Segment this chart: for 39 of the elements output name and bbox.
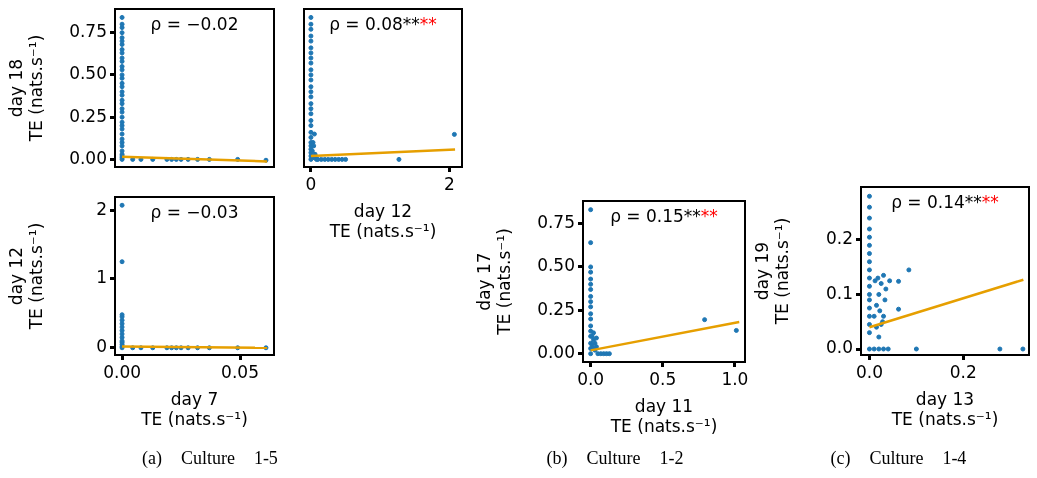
annotation: ρ = 0.14** [891, 191, 982, 212]
y-tick-label: 1 [96, 267, 107, 288]
y-axis-title: day 12 TE (nats.s⁻¹) [5, 222, 47, 331]
y-axis-title: day 17 TE (nats.s⁻¹) [473, 228, 515, 336]
y-axis-title: day 18 TE (nats.s⁻¹) [5, 34, 47, 143]
x-tick-label: 0.0 [855, 361, 883, 382]
y-tick-label: 0.75 [537, 211, 575, 232]
y-tick-label: 0.00 [69, 147, 107, 168]
annotation: ρ = 0.08** [329, 13, 420, 34]
y-tick-label: 0.50 [537, 255, 575, 276]
y-tick-label: 0.25 [537, 298, 575, 319]
text: (c) Culture 1-4 [829, 448, 968, 469]
text: (a) Culture 1-5 [141, 448, 279, 469]
x-axis-title: day 13 TE (nats.s⁻¹) [890, 388, 999, 430]
y-axis-title: day 19 TE (nats.s⁻¹) [751, 217, 793, 326]
y-tick-label: 2 [96, 198, 107, 219]
x-axis-title: day 7 TE (nats.s⁻¹) [140, 388, 248, 430]
text: (b) Culture 1-2 [545, 448, 685, 469]
annotation: ρ = 0.15** [610, 205, 701, 226]
x-tick-label: 0.5 [649, 368, 677, 389]
x-tick-label: 1.0 [721, 368, 749, 389]
y-tick-label: 0.75 [69, 21, 107, 42]
annotation: ** [981, 191, 999, 212]
x-tick-label: 0.0 [577, 368, 605, 389]
annotation: ρ = −0.03 [150, 201, 239, 222]
y-tick-label: 0 [96, 336, 107, 357]
annotation: ρ = −0.02 [150, 13, 239, 34]
y-tick-label: 0.2 [825, 228, 853, 249]
annotation: ** [700, 205, 718, 226]
x-axis-title: day 12 TE (nats.s⁻¹) [328, 200, 437, 242]
x-tick-label: 0.2 [949, 361, 977, 382]
annotation: ** [419, 13, 437, 34]
y-tick-label: 0.1 [825, 282, 853, 303]
y-tick-label: 0.00 [537, 342, 575, 363]
y-tick-label: 0.50 [69, 63, 107, 84]
x-axis-title: day 11 TE (nats.s⁻¹) [609, 395, 718, 437]
y-tick-label: 0.0 [825, 337, 853, 358]
x-tick-label: 0.05 [221, 361, 259, 382]
y-tick-label: 0.25 [69, 105, 107, 126]
